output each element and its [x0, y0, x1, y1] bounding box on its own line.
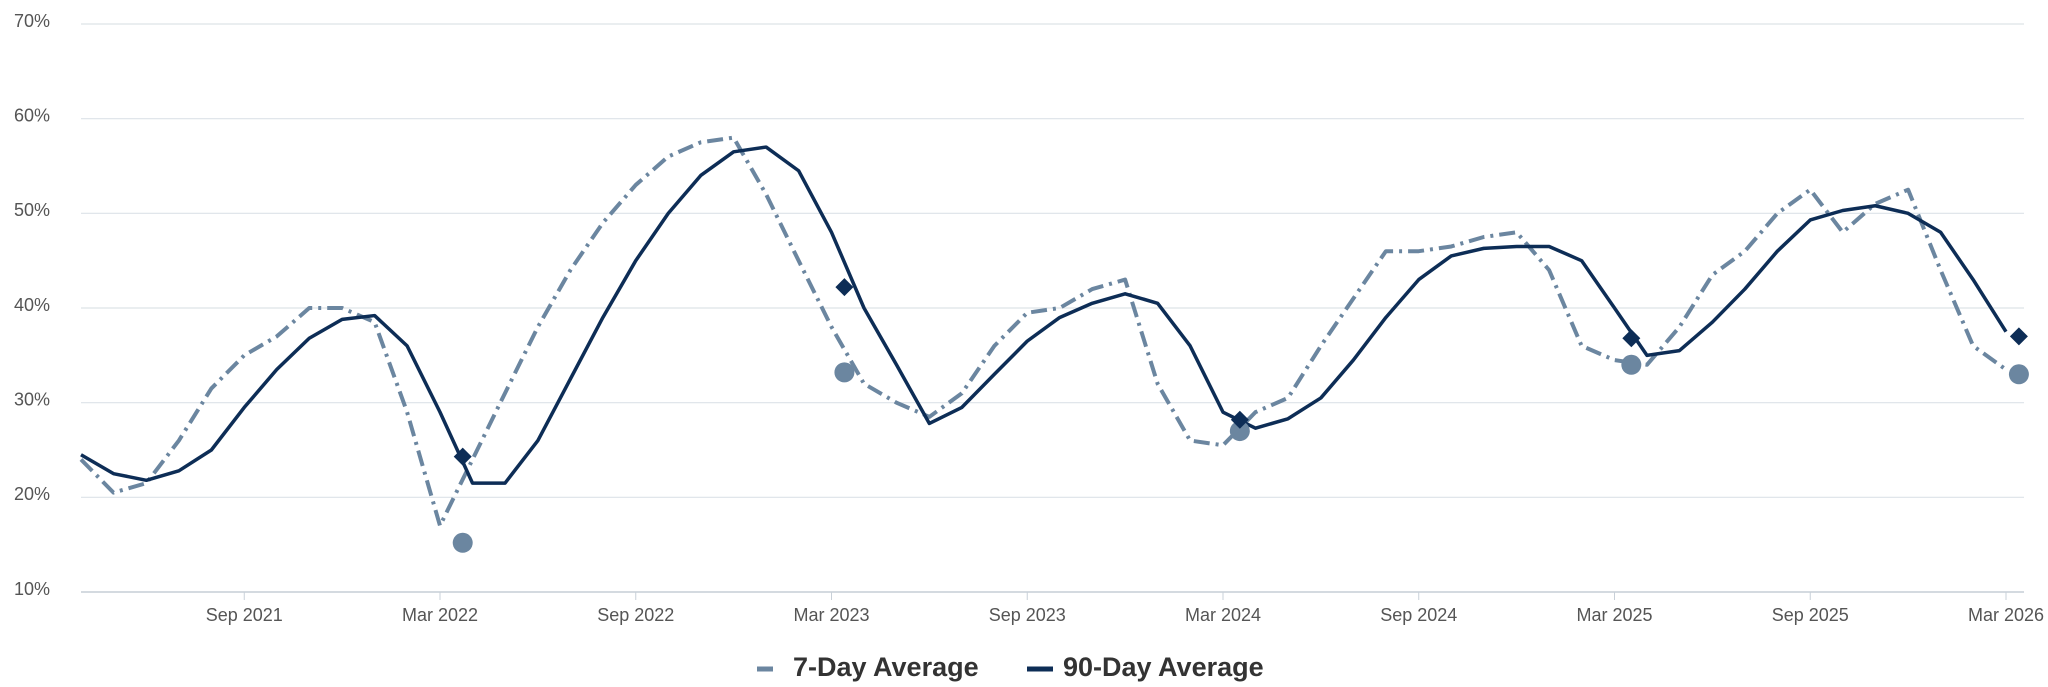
x-tick-label: Sep 2024	[1380, 605, 1457, 625]
circle-marker	[1229, 421, 1250, 442]
diamond-marker	[2009, 327, 2028, 346]
series-line	[79, 135, 2008, 528]
circle-marker	[2008, 364, 2029, 385]
y-tick-label: 40%	[14, 295, 50, 315]
legend-label: 90-Day Average	[1063, 652, 1264, 682]
y-tick-label: 60%	[14, 105, 50, 125]
x-tick-label: Mar 2025	[1576, 605, 1652, 625]
x-tick-label: Sep 2023	[989, 605, 1066, 625]
diamond-marker	[1230, 410, 1249, 429]
x-tick-label: Sep 2021	[206, 605, 283, 625]
diamond-marker	[453, 447, 472, 466]
x-tick-label: Mar 2023	[793, 605, 869, 625]
x-tick-label: Mar 2022	[402, 605, 478, 625]
diamond-marker	[835, 278, 854, 297]
series-line	[80, 145, 2008, 485]
y-tick-label: 30%	[14, 389, 50, 409]
circle-marker	[1621, 354, 1642, 375]
y-tick-label: 70%	[14, 11, 50, 31]
x-tick-label: Mar 2026	[1968, 605, 2044, 625]
circle-marker	[834, 362, 855, 383]
diamond-marker	[1622, 329, 1641, 348]
y-tick-label: 10%	[14, 579, 50, 599]
x-tick-label: Sep 2025	[1772, 605, 1849, 625]
circle-marker	[452, 532, 473, 553]
y-tick-label: 20%	[14, 484, 50, 504]
x-tick-label: Sep 2022	[597, 605, 674, 625]
y-tick-label: 50%	[14, 200, 50, 220]
legend-label: 7-Day Average	[793, 652, 979, 682]
x-tick-label: Mar 2024	[1185, 605, 1261, 625]
